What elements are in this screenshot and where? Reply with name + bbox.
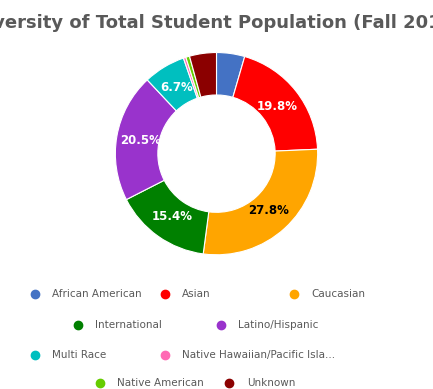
Text: 15.4%: 15.4% <box>152 210 193 223</box>
Text: 20.5%: 20.5% <box>120 134 161 147</box>
Text: Latino/Hispanic: Latino/Hispanic <box>238 320 319 330</box>
Text: 19.8%: 19.8% <box>256 100 297 113</box>
Text: 6.7%: 6.7% <box>160 81 193 95</box>
Wedge shape <box>186 56 201 98</box>
Wedge shape <box>115 80 176 200</box>
Text: Multi Race: Multi Race <box>52 350 106 360</box>
Text: African American: African American <box>52 289 142 299</box>
Wedge shape <box>126 180 209 254</box>
Wedge shape <box>203 149 318 255</box>
Wedge shape <box>190 53 216 97</box>
Text: Asian: Asian <box>182 289 210 299</box>
Wedge shape <box>233 56 317 151</box>
Text: Caucasian: Caucasian <box>312 289 366 299</box>
Text: International: International <box>95 320 162 330</box>
Text: Native Hawaiian/Pacific Isla...: Native Hawaiian/Pacific Isla... <box>182 350 335 360</box>
Wedge shape <box>184 57 199 98</box>
Text: 27.8%: 27.8% <box>248 204 289 217</box>
Text: Diversity of Total Student Population (Fall 2017): Diversity of Total Student Population (F… <box>0 14 433 32</box>
Wedge shape <box>216 53 245 97</box>
Wedge shape <box>147 58 197 111</box>
Text: Native American: Native American <box>117 378 204 388</box>
Text: Unknown: Unknown <box>247 378 295 388</box>
